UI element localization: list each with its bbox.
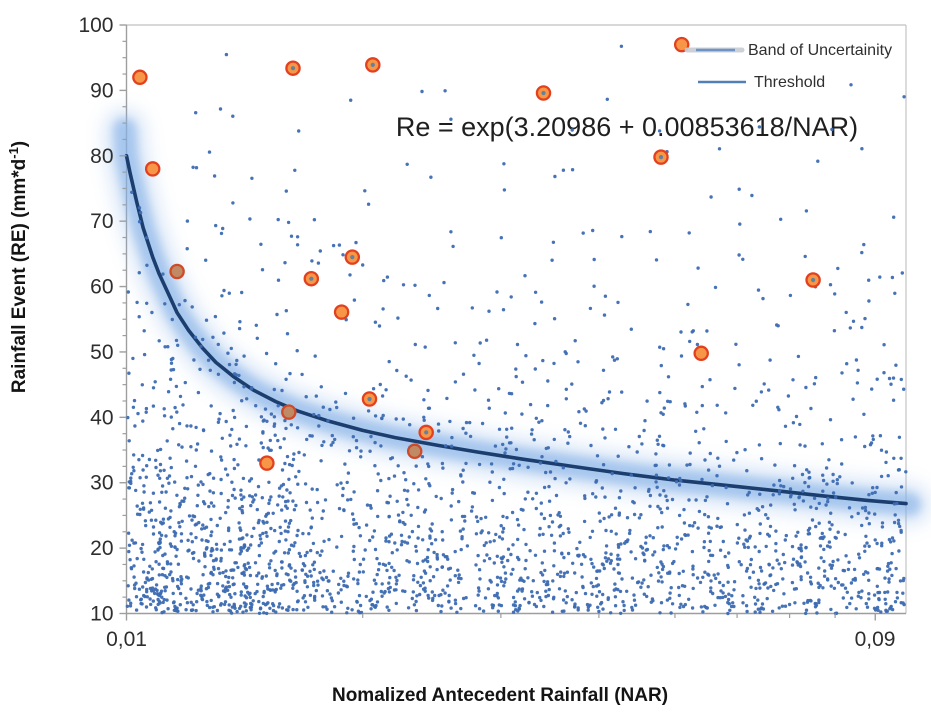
y-tick-label: 80 (90, 145, 113, 168)
event-point (144, 161, 161, 177)
y-axis: 100 90 80 70 60 50 40 30 20 10 (78, 14, 127, 626)
y-tick-label: 100 (78, 14, 113, 37)
y-tick-label: 60 (90, 276, 113, 299)
event-point (132, 69, 148, 86)
y-tick-label: 70 (90, 210, 113, 233)
legend: Band of Uncertainity Threshold (684, 42, 892, 91)
y-axis-title: Rainfall Event (RE) (mm*d-1) (6, 141, 30, 393)
legend-item-band: Band of Uncertainity (684, 42, 892, 59)
legend-item-threshold: Threshold (698, 74, 825, 91)
legend-label-threshold: Threshold (754, 74, 825, 91)
threshold-line (124, 154, 908, 506)
event-point (693, 345, 709, 362)
x-tick-label-min: 0,01 (106, 628, 147, 651)
y-tick-label: 50 (90, 341, 113, 364)
background-scatter (125, 44, 908, 616)
equation-label: Re = exp(3.20986 + 0.00853618/NAR) (396, 112, 858, 142)
event-point (169, 263, 185, 280)
y-tick-label: 30 (90, 472, 113, 495)
event-point (281, 404, 297, 420)
x-axis (125, 613, 876, 621)
event-point (259, 455, 275, 471)
event-point (673, 36, 690, 53)
event-points (132, 36, 821, 471)
threshold-curve (124, 154, 908, 506)
y-tick-label: 90 (90, 79, 113, 102)
event-point (406, 443, 423, 460)
legend-label-band: Band of Uncertainity (748, 42, 892, 59)
y-tick-label: 20 (90, 537, 113, 560)
event-point (333, 304, 350, 320)
x-tick-label-max: 0,09 (855, 628, 896, 651)
y-tick-label: 10 (90, 603, 113, 626)
y-tick-label: 40 (90, 406, 113, 429)
x-axis-title: Nomalized Antecedent Rainfall (NAR) (332, 685, 668, 706)
